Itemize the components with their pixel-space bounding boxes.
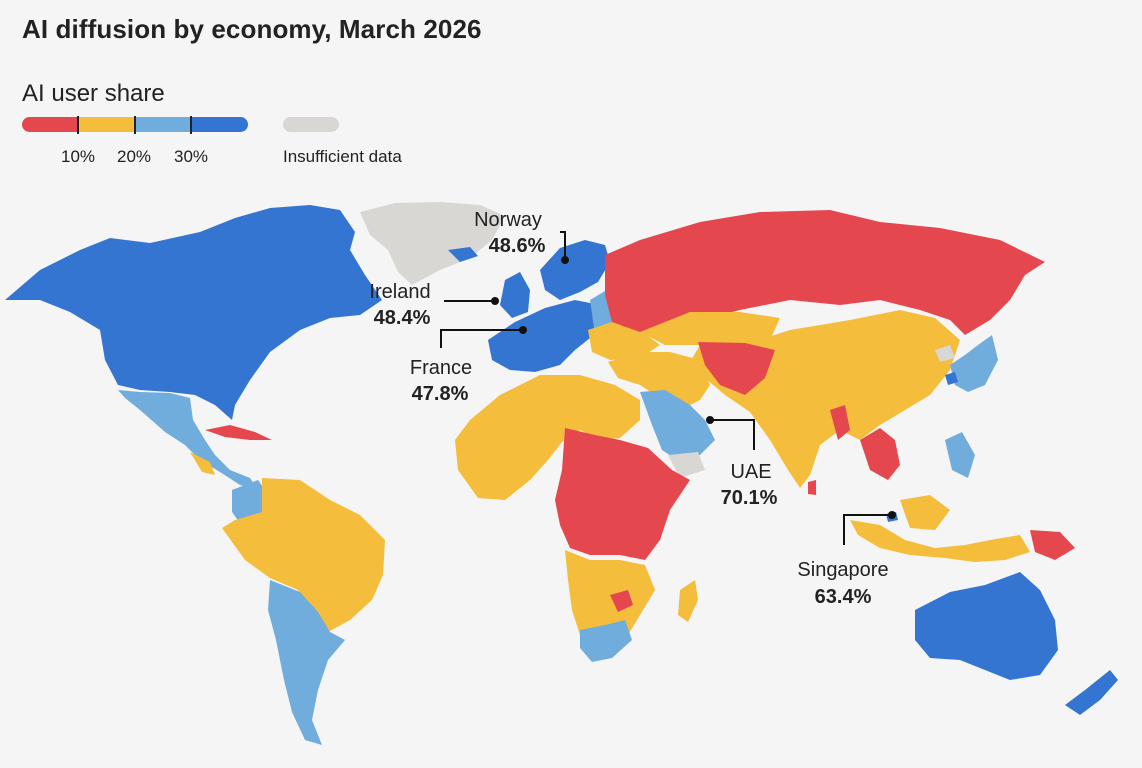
callout-norway: Norway 48.6% [474, 209, 569, 264]
callout-ireland-dot [491, 297, 499, 305]
region-north-africa [455, 375, 640, 500]
region-madagascar [678, 580, 698, 622]
region-canada-usa [5, 205, 382, 420]
callout-singapore-leader [843, 514, 892, 545]
region-indochina [860, 428, 900, 480]
region-iceland [448, 247, 478, 262]
legend-swatch-10-20 [78, 117, 135, 132]
region-central-america-yellow [190, 452, 215, 475]
region-myanmar [830, 405, 850, 440]
callout-uae: UAE 70.1% [706, 416, 778, 509]
callout-norway-value: 48.6% [489, 235, 546, 257]
region-yemen [668, 452, 705, 478]
legend-swatch-high [191, 117, 248, 132]
region-mexico [118, 390, 258, 490]
region-sri-lanka [808, 480, 816, 495]
region-central-asia-red [698, 342, 775, 395]
legend-tick-20 [134, 116, 136, 134]
region-japan-korea [950, 335, 998, 392]
region-brazil-etc [222, 478, 385, 632]
region-zimbabwe [610, 590, 633, 612]
legend-tick-30 [190, 116, 192, 134]
callout-france-leader [440, 329, 523, 348]
callout-france-value: 47.8% [412, 383, 469, 405]
map-title: AI diffusion by economy, March 2026 [22, 14, 482, 44]
region-philippines [945, 432, 975, 478]
legend-title: AI user share [22, 80, 165, 107]
callout-uae-dot [706, 416, 714, 424]
region-scandinavia [540, 240, 610, 300]
callout-ireland-name: Ireland [369, 281, 430, 303]
callout-ireland: Ireland 48.4% [369, 281, 499, 329]
legend-swatch-20-30 [135, 117, 192, 132]
callout-norway-leader [560, 231, 566, 260]
callout-singapore-name: Singapore [797, 559, 888, 581]
legend-tick-label-20: 20% [116, 147, 152, 166]
region-papua [1030, 530, 1075, 560]
legend-color-scale [22, 116, 248, 134]
callout-norway-name: Norway [474, 209, 542, 231]
legend-swatch-insufficient [283, 117, 339, 132]
callout-uae-value: 70.1% [721, 487, 778, 509]
region-south-africa [580, 620, 632, 662]
region-turkey-iran [608, 352, 710, 410]
callout-ireland-value: 48.4% [374, 307, 431, 329]
callout-norway-dot [561, 256, 569, 264]
callout-france-name: France [410, 357, 472, 379]
region-uk-ireland [500, 272, 530, 318]
callout-singapore-value: 63.4% [815, 586, 872, 608]
region-saudi-arabia [640, 390, 715, 462]
region-kazakhstan [640, 312, 780, 345]
legend-tick-label-30: 30% [173, 147, 209, 166]
region-taiwan [945, 372, 958, 385]
callout-uae-name: UAE [730, 461, 771, 483]
region-central-africa [555, 428, 690, 560]
legend-swatch-low [22, 117, 79, 132]
region-southern-cone [268, 580, 345, 745]
callout-singapore: Singapore 63.4% [797, 511, 896, 608]
legend-tick-label-10: 10% [60, 147, 96, 166]
legend-insufficient-label: Insufficient data [283, 147, 402, 166]
callout-france: France 47.8% [410, 326, 527, 405]
region-indonesia [850, 520, 1030, 562]
region-western-europe [488, 300, 605, 372]
region-cuba [205, 425, 272, 440]
callout-france-dot [519, 326, 527, 334]
callout-singapore-dot [888, 511, 896, 519]
region-malaysia-borneo [900, 495, 950, 530]
region-mongolia [935, 345, 955, 362]
region-new-zealand [1065, 670, 1118, 715]
region-russia [605, 210, 1045, 335]
callout-uae-leader [710, 419, 755, 450]
region-australia [915, 572, 1058, 680]
legend-tick-10 [77, 116, 79, 134]
region-greenland [360, 202, 505, 285]
